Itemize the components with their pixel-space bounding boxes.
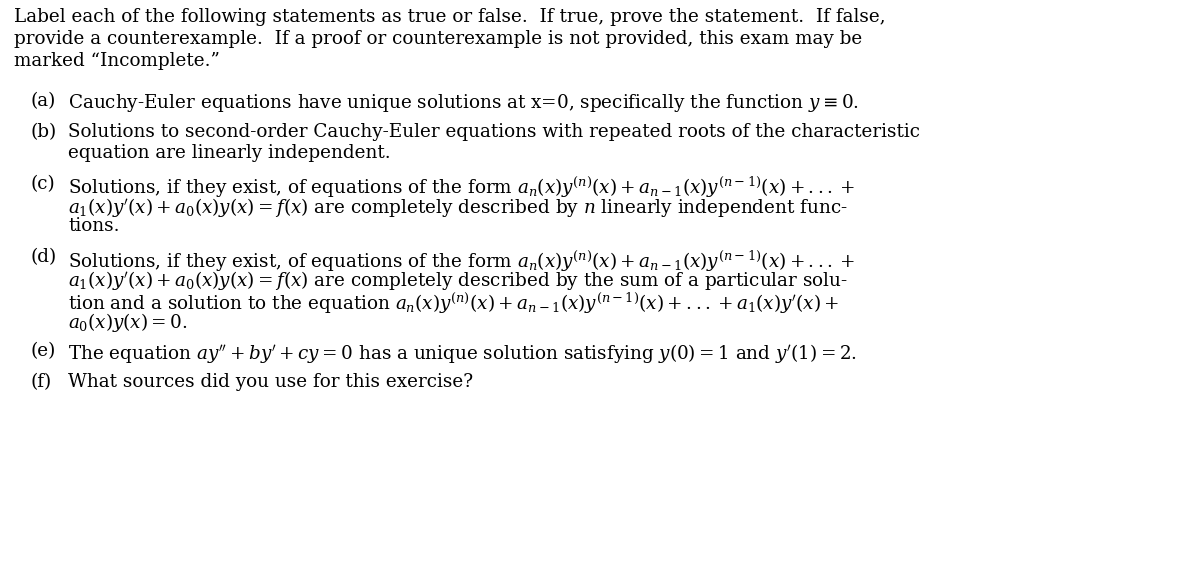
Text: equation are linearly independent.: equation are linearly independent. [68,144,391,162]
Text: $a_1(x)y'(x) + a_0(x)y(x) = f(x)$ are completely described by $n$ linearly indep: $a_1(x)y'(x) + a_0(x)y(x) = f(x)$ are co… [68,196,847,219]
Text: The equation $ay'' + by' + cy = 0$ has a unique solution satisfying $y(0) = 1$ a: The equation $ay'' + by' + cy = 0$ has a… [68,342,857,365]
Text: Solutions to second-order Cauchy-Euler equations with repeated roots of the char: Solutions to second-order Cauchy-Euler e… [68,123,920,141]
Text: Solutions, if they exist, of equations of the form $a_n(x)y^{(n)}(x) + a_{n-1}(x: Solutions, if they exist, of equations o… [68,175,854,200]
Text: (a): (a) [30,92,55,110]
Text: (e): (e) [30,342,55,360]
Text: $a_1(x)y'(x) + a_0(x)y(x) = f(x)$ are completely described by the sum of a parti: $a_1(x)y'(x) + a_0(x)y(x) = f(x)$ are co… [68,269,848,292]
Text: tion and a solution to the equation $a_n(x)y^{(n)}(x) + a_{n-1}(x)y^{(n-1)}(x) +: tion and a solution to the equation $a_n… [68,290,839,316]
Text: Cauchy-Euler equations have unique solutions at x=0, specifically the function $: Cauchy-Euler equations have unique solut… [68,92,859,114]
Text: (f): (f) [30,373,52,391]
Text: (c): (c) [30,175,55,193]
Text: provide a counterexample.  If a proof or counterexample is not provided, this ex: provide a counterexample. If a proof or … [14,30,863,48]
Text: (b): (b) [30,123,56,141]
Text: marked “Incomplete.”: marked “Incomplete.” [14,52,220,70]
Text: tions.: tions. [68,217,120,235]
Text: $a_0(x)y(x) = 0$.: $a_0(x)y(x) = 0$. [68,311,187,334]
Text: Solutions, if they exist, of equations of the form $a_n(x)y^{(n)}(x) + a_{n-1}(x: Solutions, if they exist, of equations o… [68,248,854,274]
Text: (d): (d) [30,248,56,266]
Text: Label each of the following statements as true or false.  If true, prove the sta: Label each of the following statements a… [14,8,886,26]
Text: What sources did you use for this exercise?: What sources did you use for this exerci… [68,373,473,391]
